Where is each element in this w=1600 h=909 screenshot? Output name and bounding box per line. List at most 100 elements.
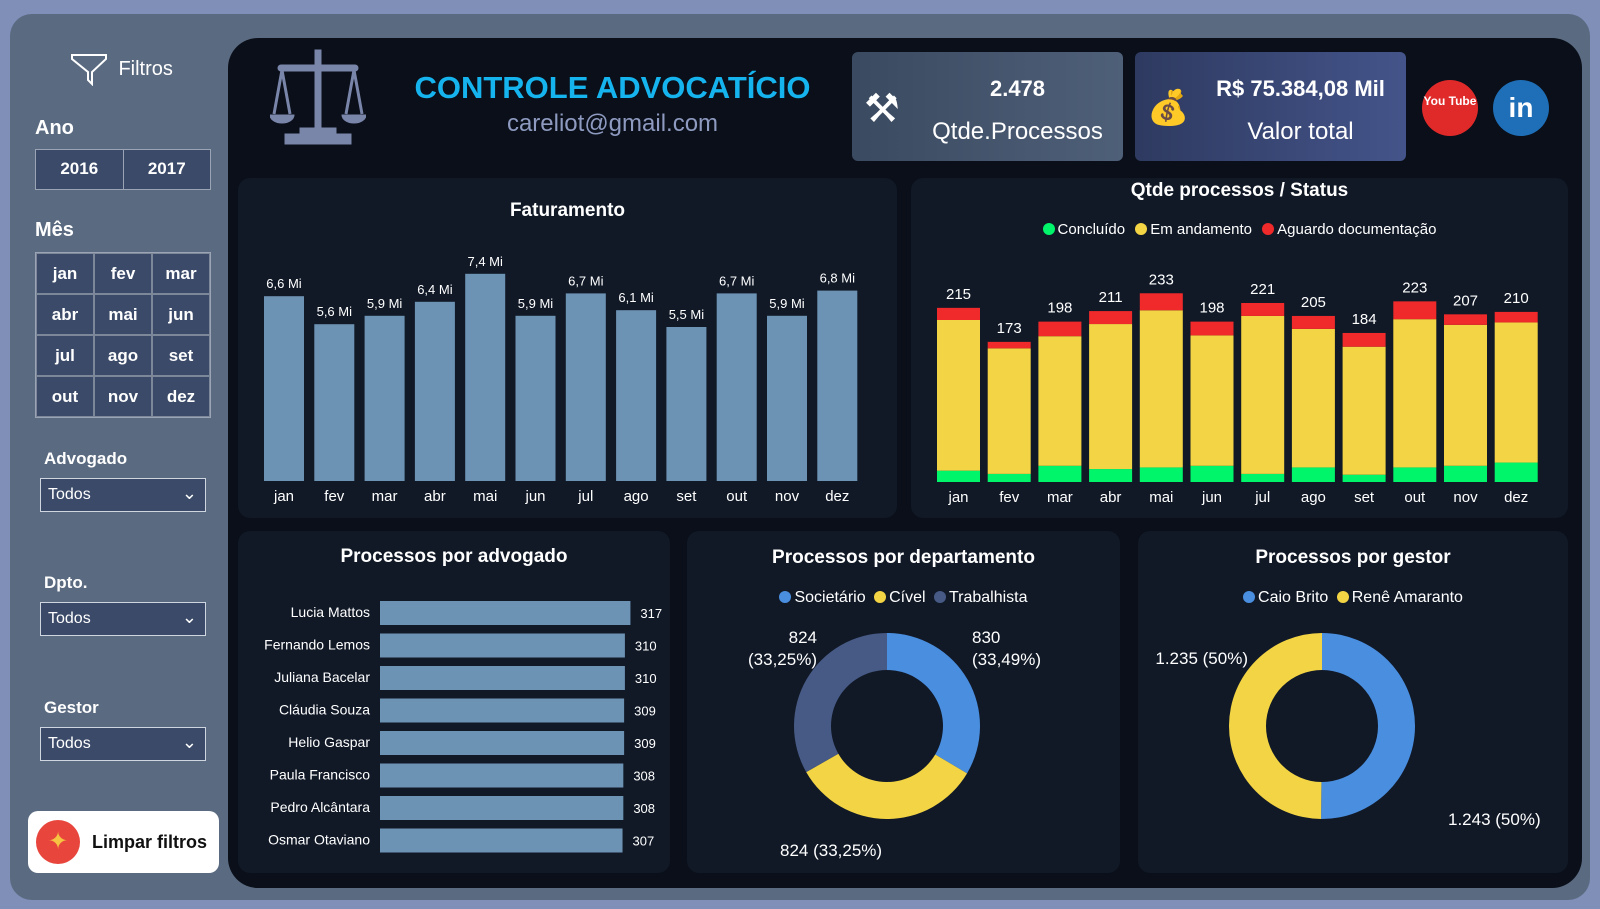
status-bar-ago-0[interactable] bbox=[1291, 467, 1335, 482]
status-bar-set-2[interactable] bbox=[1342, 332, 1386, 347]
advogado-bar[interactable] bbox=[380, 731, 625, 755]
advogado-name: Lucia Mattos bbox=[291, 604, 370, 620]
faturamento-bar-ago[interactable] bbox=[616, 310, 657, 481]
status-bar-jun-1[interactable] bbox=[1190, 335, 1234, 466]
status-bar-out-0[interactable] bbox=[1393, 467, 1437, 482]
month-set-button[interactable]: set bbox=[152, 335, 210, 376]
month-mai-button[interactable]: mai bbox=[94, 294, 152, 335]
month-mar-button[interactable]: mar bbox=[152, 253, 210, 294]
status-bar-ago-2[interactable] bbox=[1291, 315, 1335, 329]
status-x-label: ago bbox=[1301, 489, 1326, 506]
advogado-dropdown[interactable]: Todos ⌄ bbox=[40, 478, 206, 512]
gestor-panel: Processos por gestor Caio Brito Renê Ama… bbox=[1138, 531, 1568, 873]
faturamento-bar-fev[interactable] bbox=[314, 324, 355, 481]
dpto-dropdown[interactable]: Todos ⌄ bbox=[40, 602, 206, 636]
status-bar-mai-2[interactable] bbox=[1139, 293, 1183, 311]
year-2017-button[interactable]: 2017 bbox=[123, 150, 210, 189]
faturamento-bar-jun[interactable] bbox=[515, 315, 556, 481]
status-bar-jan-1[interactable] bbox=[937, 320, 980, 471]
status-bar-jan-2[interactable] bbox=[937, 307, 980, 320]
status-bar-mar-1[interactable] bbox=[1038, 336, 1082, 466]
advogado-name: Cláudia Souza bbox=[279, 702, 370, 718]
status-bar-out-1[interactable] bbox=[1393, 319, 1437, 468]
month-dez-button[interactable]: dez bbox=[152, 376, 210, 417]
faturamento-bar-dez[interactable] bbox=[817, 290, 858, 481]
faturamento-bar-mar[interactable] bbox=[364, 315, 405, 481]
legend-dot-aguardo bbox=[1262, 223, 1275, 235]
faturamento-data-label: 6,4 Mi bbox=[417, 282, 453, 297]
month-out-button[interactable]: out bbox=[36, 376, 94, 417]
status-bar-jul-2[interactable] bbox=[1241, 302, 1285, 316]
status-total-label: 210 bbox=[1504, 290, 1529, 307]
status-bar-dez-2[interactable] bbox=[1494, 311, 1538, 323]
legend-societario: Societário bbox=[794, 589, 866, 606]
linkedin-icon[interactable]: in bbox=[1493, 80, 1549, 136]
status-bar-fev-1[interactable] bbox=[987, 348, 1031, 474]
status-bar-set-0[interactable] bbox=[1342, 474, 1386, 482]
departamento-title: Processos por departamento bbox=[772, 547, 1035, 568]
status-bar-jan-0[interactable] bbox=[937, 470, 980, 482]
status-bar-dez-1[interactable] bbox=[1494, 322, 1538, 463]
faturamento-bar-set[interactable] bbox=[666, 327, 707, 481]
status-bar-jun-2[interactable] bbox=[1190, 321, 1234, 336]
status-bar-mai-1[interactable] bbox=[1139, 310, 1183, 468]
broom-icon: ✦ bbox=[36, 820, 80, 864]
status-bar-fev-2[interactable] bbox=[987, 341, 1031, 349]
status-bar-jul-1[interactable] bbox=[1241, 315, 1285, 474]
month-nov-button[interactable]: nov bbox=[94, 376, 152, 417]
youtube-icon[interactable]: You Tube bbox=[1422, 80, 1478, 136]
gestor-dropdown[interactable]: Todos ⌄ bbox=[40, 727, 206, 761]
status-total-label: 221 bbox=[1250, 281, 1275, 298]
status-bar-jul-0[interactable] bbox=[1241, 473, 1285, 482]
status-bar-mar-2[interactable] bbox=[1038, 321, 1082, 337]
advogado-bar[interactable] bbox=[380, 763, 624, 788]
status-bar-out-2[interactable] bbox=[1393, 301, 1437, 320]
month-fev-button[interactable]: fev bbox=[94, 253, 152, 294]
advogado-bar[interactable] bbox=[380, 796, 624, 820]
faturamento-bar-abr[interactable] bbox=[414, 301, 455, 481]
status-bar-nov-2[interactable] bbox=[1444, 314, 1487, 325]
chevron-down-icon: ⌄ bbox=[181, 483, 197, 503]
donut-slice-ren-amaranto[interactable] bbox=[1229, 633, 1322, 819]
donut-slice-trabalhista[interactable] bbox=[794, 633, 887, 773]
status-bar-set-1[interactable] bbox=[1342, 346, 1386, 475]
status-bar-mai-0[interactable] bbox=[1139, 467, 1183, 482]
month-jul-button[interactable]: jul bbox=[36, 335, 94, 376]
month-abr-button[interactable]: abr bbox=[36, 294, 94, 335]
faturamento-bar-nov[interactable] bbox=[767, 315, 807, 481]
advogado-bar[interactable] bbox=[380, 633, 625, 658]
status-bar-mar-0[interactable] bbox=[1038, 465, 1082, 482]
status-bar-jun-0[interactable] bbox=[1190, 465, 1234, 482]
faturamento-bar-mai[interactable] bbox=[465, 273, 506, 481]
status-x-label: mar bbox=[1047, 489, 1073, 506]
status-bar-nov-1[interactable] bbox=[1444, 324, 1487, 466]
status-bar-abr-0[interactable] bbox=[1089, 469, 1133, 482]
advogado-bar[interactable] bbox=[380, 828, 623, 853]
advogado-value: 310 bbox=[635, 639, 657, 654]
advogado-bar[interactable] bbox=[380, 666, 625, 690]
donut-slice-c-vel[interactable] bbox=[806, 753, 968, 819]
status-bar-abr-2[interactable] bbox=[1089, 311, 1133, 325]
year-2016-button[interactable]: 2016 bbox=[36, 150, 124, 189]
month-jun-button[interactable]: jun bbox=[152, 294, 210, 335]
status-total-label: 223 bbox=[1402, 279, 1427, 296]
month-ago-button[interactable]: ago bbox=[94, 335, 152, 376]
faturamento-bar-out[interactable] bbox=[716, 293, 757, 481]
month-jan-button[interactable]: jan bbox=[36, 253, 94, 294]
faturamento-x-label: fev bbox=[324, 488, 345, 505]
advogado-bar[interactable] bbox=[380, 698, 625, 723]
linkedin-label: in bbox=[1508, 92, 1534, 123]
status-bar-abr-1[interactable] bbox=[1089, 324, 1133, 470]
status-bar-fev-0[interactable] bbox=[987, 473, 1031, 482]
status-total-label: 233 bbox=[1149, 271, 1174, 288]
status-bar-dez-0[interactable] bbox=[1494, 462, 1538, 482]
status-bar-nov-0[interactable] bbox=[1444, 465, 1487, 482]
donut-slice-caio-brito[interactable] bbox=[1321, 633, 1416, 819]
clear-filters-button[interactable]: ✦ Limpar filtros bbox=[28, 811, 219, 873]
advogado-name: Osmar Otaviano bbox=[268, 832, 370, 848]
faturamento-bar-jan[interactable] bbox=[264, 296, 304, 481]
status-bar-ago-1[interactable] bbox=[1291, 328, 1335, 468]
donut-slice-societ-rio[interactable] bbox=[887, 633, 980, 774]
faturamento-bar-jul[interactable] bbox=[565, 293, 606, 481]
advogado-bar[interactable] bbox=[380, 601, 631, 625]
